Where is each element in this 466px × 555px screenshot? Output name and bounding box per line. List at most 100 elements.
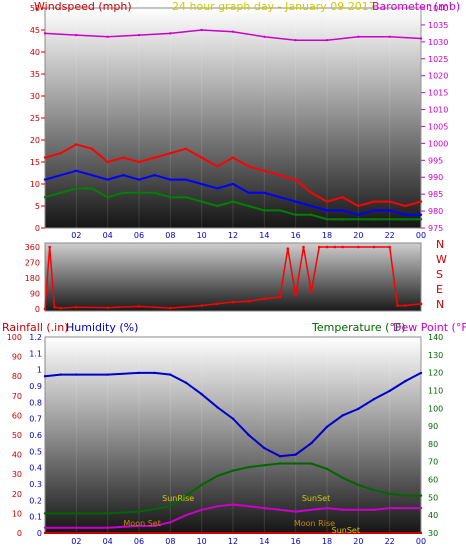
temperature-tick: 100 [428, 404, 443, 413]
temperature-point [106, 512, 109, 515]
gust-point [263, 169, 266, 172]
humidity-point [75, 373, 78, 376]
gust-point [169, 152, 172, 155]
avg-point [357, 213, 360, 216]
temperature-point [419, 494, 423, 497]
green-point [216, 204, 219, 208]
green-point [404, 218, 407, 221]
avg-point [263, 191, 266, 194]
direction-point [59, 306, 62, 310]
dewpoint-point [169, 521, 172, 524]
climate-x-tick: 06 [134, 537, 144, 546]
wind-x-tick: 20 [353, 231, 363, 240]
humidity-tick: 1.1 [29, 349, 42, 358]
direction-point [247, 299, 250, 303]
humidity-point [216, 406, 219, 409]
climate-x-tick: 14 [259, 537, 269, 546]
direction-point [278, 295, 282, 299]
direction-point [419, 302, 423, 306]
green-point [310, 213, 313, 216]
green-point [153, 191, 156, 194]
green-point [341, 218, 344, 221]
rainfall-tick: 40 [12, 451, 22, 460]
humidity-tick: 0.6 [29, 431, 42, 440]
avg-point [341, 209, 344, 212]
wind-x-tick: 10 [197, 231, 207, 240]
green-point [200, 200, 203, 203]
humidity-point [153, 371, 156, 375]
temperature-point [388, 492, 391, 495]
gust-point [184, 147, 188, 150]
rainfall-label: Rainfall (.in) [2, 321, 69, 334]
gust-point [75, 143, 78, 146]
direction-point [388, 245, 391, 249]
climate-x-tick: 04 [103, 537, 113, 546]
dewpoint-point [263, 506, 266, 510]
green-point [137, 191, 141, 194]
climate-x-tick: 16 [291, 537, 301, 546]
climate-annotation: Moon Rise [294, 519, 335, 528]
direction-point [53, 305, 56, 309]
humidity-tick: 0.7 [29, 415, 42, 424]
wind-right-label: Barometer (mb) [372, 0, 460, 13]
gust-point [90, 147, 94, 150]
humidity-tick: 1.2 [29, 333, 42, 342]
wind-right-tick: 1040 [428, 4, 448, 13]
temperature-point [43, 512, 47, 515]
temperature-point [247, 465, 250, 469]
direction-left-tick: 180 [25, 274, 40, 283]
green-point [106, 196, 109, 199]
temperature-tick: 110 [428, 386, 443, 395]
climate-x-tick: 08 [165, 537, 175, 546]
dewpoint-point [419, 506, 423, 510]
direction-point [216, 302, 219, 306]
climate-x-tick: 00 [416, 537, 426, 546]
dewpoint-point [106, 526, 109, 529]
avg-point [231, 182, 235, 186]
rainfall-tick: 0 [17, 529, 22, 538]
gust-point [388, 200, 391, 203]
temperature-point [184, 494, 188, 497]
dewpoint-point [357, 508, 360, 512]
wind-right-tick: 980 [428, 207, 443, 216]
direction-point [302, 245, 305, 249]
green-point [357, 218, 360, 221]
green-point [294, 213, 297, 216]
wind-right-tick: 985 [428, 190, 443, 199]
rainfall-tick: 70 [12, 392, 22, 401]
direction-line [44, 246, 422, 310]
gust-point [43, 156, 47, 159]
temperature-ticks: 30 40 50 60 70 80 90 100 110 120 130 140 [428, 333, 443, 538]
green-point [184, 196, 188, 199]
barometer-point [231, 30, 235, 33]
direction-left-tick: 270 [25, 259, 40, 268]
avg-point [169, 178, 172, 181]
humidity-tick: 0.4 [29, 464, 42, 473]
gust-point [419, 200, 423, 203]
gust-point [278, 174, 282, 177]
climate-x-tick: 22 [385, 537, 395, 546]
barometer-point [200, 28, 203, 32]
avg-point [75, 169, 78, 172]
avg-point [43, 178, 47, 181]
humidity-point [59, 373, 62, 376]
wind-x-tick: 22 [385, 231, 395, 240]
direction-right-label: N [436, 238, 444, 251]
avg-point [122, 174, 125, 177]
wind-right-tick: 975 [428, 224, 443, 233]
avg-point [325, 209, 329, 212]
humidity-point [294, 453, 297, 456]
direction-point [294, 293, 297, 297]
humidity-point [43, 375, 47, 378]
dewpoint-point [404, 506, 407, 510]
temperature-point [216, 474, 219, 478]
dewpoint-point [200, 508, 203, 512]
direction-left-ticks: 0 90 180 270 360 [25, 243, 40, 314]
direction-point [333, 245, 337, 249]
dewpoint-point [372, 508, 376, 512]
avg-point [247, 191, 250, 194]
wind-left-tick: 45 [30, 26, 40, 35]
climate-chart: Rainfall (.in) Humidity (%) Temperature … [2, 321, 466, 546]
humidity-point [231, 417, 235, 420]
